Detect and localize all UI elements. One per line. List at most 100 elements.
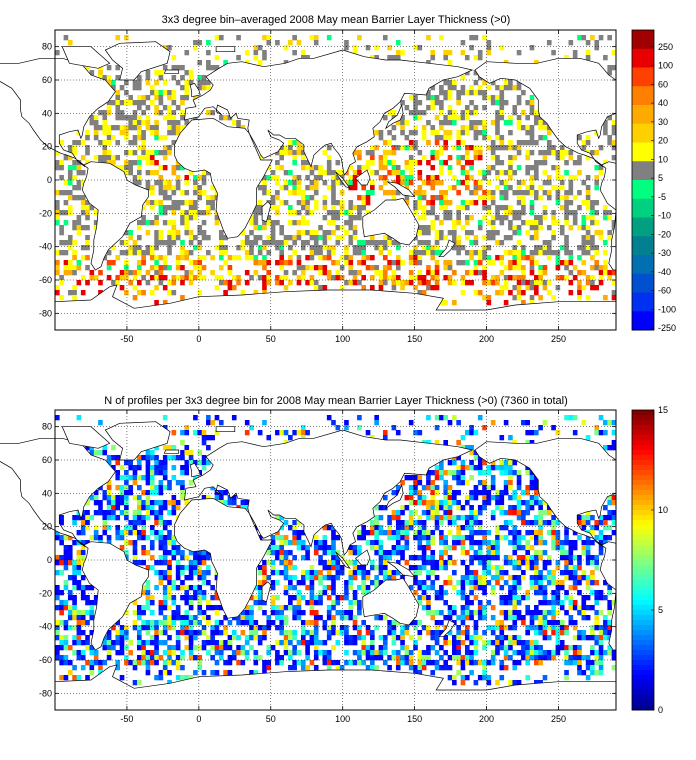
bin-cell [521,615,526,621]
bin-cell [257,185,263,191]
bin-cell [391,260,397,266]
bin-cell [257,260,263,266]
bin-cell [227,635,233,641]
colorbar-segment [632,605,654,611]
bottom-panel-title: N of profiles per 3x3 degree bin for 200… [104,395,568,407]
bin-cell [374,535,379,541]
bin-cell [145,590,151,596]
bin-cell [395,545,401,551]
bin-cell [184,460,190,466]
bin-cell [175,605,181,611]
bin-cell [167,90,172,96]
bin-cell [167,605,172,611]
bin-cell [590,35,595,41]
bin-cell [197,275,203,281]
bin-cell [577,605,582,611]
bin-cell [495,275,500,281]
bin-cell [67,145,73,151]
bin-cell [529,615,535,621]
bin-cell [279,555,285,561]
bin-cell [309,170,315,176]
bin-cell [521,110,526,116]
bin-cell [413,160,418,166]
bin-cell [63,35,69,41]
bin-cell [581,215,587,221]
bin-cell [300,190,306,196]
bin-cell [266,615,272,621]
bin-cell [59,560,64,566]
bin-cell [348,580,354,586]
bin-cell [395,180,401,186]
bin-cell [542,265,548,271]
bin-cell [551,650,556,656]
bin-cell [460,640,466,646]
bin-cell [184,425,190,431]
bin-cell [482,590,487,596]
bin-cell [193,40,198,46]
bin-cell [124,515,129,521]
bin-cell [171,505,177,511]
bin-cell [521,210,526,216]
bin-cell [300,630,306,636]
bin-cell [447,80,453,86]
bin-cell [477,150,483,156]
bin-cell [486,220,492,226]
bin-cell [482,135,487,141]
bin-cell [534,285,539,291]
bin-cell [499,625,505,631]
bin-cell [499,145,505,151]
bin-cell [210,655,215,661]
bin-cell [162,255,168,261]
bin-cell [546,520,552,526]
bin-cell [508,585,513,591]
colorbar-segment [632,217,654,237]
bin-cell [603,595,608,601]
bin-cell [318,555,323,561]
coastline [384,103,404,130]
coastline [0,437,116,547]
bin-cell [456,155,461,161]
bin-cell [413,115,418,121]
bin-cell [529,650,535,656]
bin-cell [288,140,293,146]
bin-cell [167,510,172,516]
bin-cell [439,595,444,601]
bin-cell [296,210,302,216]
bin-cell [322,655,328,661]
bin-cell [594,45,600,51]
bin-cell [464,465,470,471]
bin-cell [300,150,306,156]
bin-cell [538,245,543,251]
bin-cell [262,560,267,566]
bin-cell [67,535,73,541]
bin-cell [59,655,64,661]
bin-cell [93,125,99,131]
bin-cell [607,585,612,591]
bin-cell [63,250,69,256]
bin-cell [223,260,228,266]
bin-cell [529,220,535,226]
bin-cell [98,535,103,541]
bin-cell [262,600,267,606]
bin-cell [426,485,431,491]
bin-cell [67,170,73,176]
bin-cell [482,125,487,131]
bin-cell [361,580,367,586]
bin-cell [538,265,543,271]
bin-cell [193,595,198,601]
bin-cell [59,620,64,626]
bin-cell [594,185,600,191]
bin-cell [486,190,492,196]
bin-cell [482,35,487,41]
bin-cell [162,445,168,451]
bin-cell [477,635,483,641]
bin-cell [132,275,138,281]
bin-cell [426,480,431,486]
bin-cell [149,620,155,626]
bin-cell [564,535,569,541]
bin-cell [477,415,483,421]
colorbar-segment [632,440,654,446]
bin-cell [275,245,280,251]
bin-cell [128,170,133,176]
bin-cell [357,215,362,221]
